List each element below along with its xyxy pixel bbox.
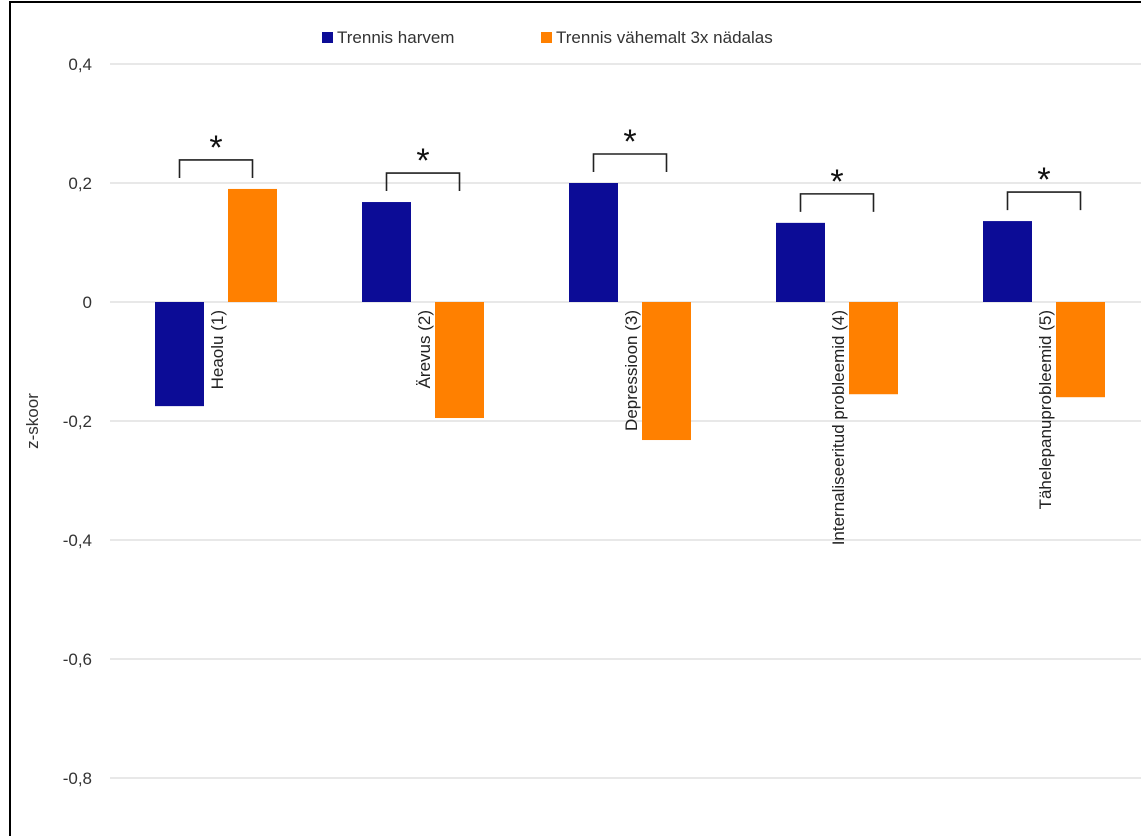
- bar-vahemalt-3: [642, 302, 691, 441]
- category-label-2: Ärevus (2): [415, 310, 434, 388]
- legend-label: Trennis harvem: [337, 28, 454, 47]
- bar-vahemalt-1: [228, 188, 277, 302]
- significance-asterisk: *: [1037, 161, 1050, 199]
- y-axis-ticks: 0,4 0,2 0 -0,2 -0,4 -0,6 -0,8: [63, 55, 92, 788]
- bar-vahemalt-5: [1056, 302, 1105, 398]
- significance-asterisk: *: [623, 123, 636, 161]
- legend: Trennis harvem Trennis vähemalt 3x nädala…: [322, 28, 773, 47]
- bar-vahemalt-2: [435, 302, 484, 419]
- bar-harvem-1: [155, 302, 204, 407]
- y-tick-label: -0,4: [63, 531, 92, 550]
- y-tick-label: -0,6: [63, 650, 92, 669]
- category-label-5: Tähelepanuprobleemid (5): [1036, 310, 1055, 509]
- category-labels: Heaolu (1) Ärevus (2) Depressioon (3) Inter…: [208, 310, 1055, 545]
- significance-bracket: [799, 193, 875, 212]
- category-label-4: Internaliseeritud probleemid (4): [829, 310, 848, 545]
- y-tick-label: 0,2: [68, 174, 92, 193]
- bars: [155, 183, 1105, 441]
- significance-bracket: [592, 153, 668, 172]
- significance-asterisk: *: [830, 163, 843, 201]
- significance-bracket: [178, 159, 254, 178]
- legend-swatch: [541, 32, 552, 43]
- bar-vahemalt-4: [849, 302, 898, 395]
- chart-border: [9, 1, 1141, 836]
- y-tick-label: -0,8: [63, 769, 92, 788]
- bar-harvem-2: [362, 202, 411, 302]
- y-tick-label: 0,4: [68, 55, 92, 74]
- significance-asterisk: *: [209, 129, 222, 167]
- bar-harvem-3: [569, 183, 618, 302]
- significance-markers: * * * * *: [178, 123, 1082, 212]
- legend-label: Trennis vähemalt 3x nädalas: [556, 28, 773, 47]
- legend-swatch: [322, 32, 333, 43]
- category-label-1: Heaolu (1): [208, 310, 227, 389]
- bar-harvem-4: [776, 222, 825, 302]
- significance-bracket: [385, 172, 461, 192]
- y-tick-label: -0,2: [63, 412, 92, 431]
- gridlines: [110, 63, 1141, 779]
- significance-asterisk: *: [416, 142, 429, 180]
- bar-harvem-5: [983, 221, 1032, 302]
- y-axis-label: z-skoor: [23, 393, 42, 449]
- significance-bracket: [1006, 191, 1082, 211]
- category-label-3: Depressioon (3): [622, 310, 641, 431]
- y-tick-label: 0: [83, 293, 92, 312]
